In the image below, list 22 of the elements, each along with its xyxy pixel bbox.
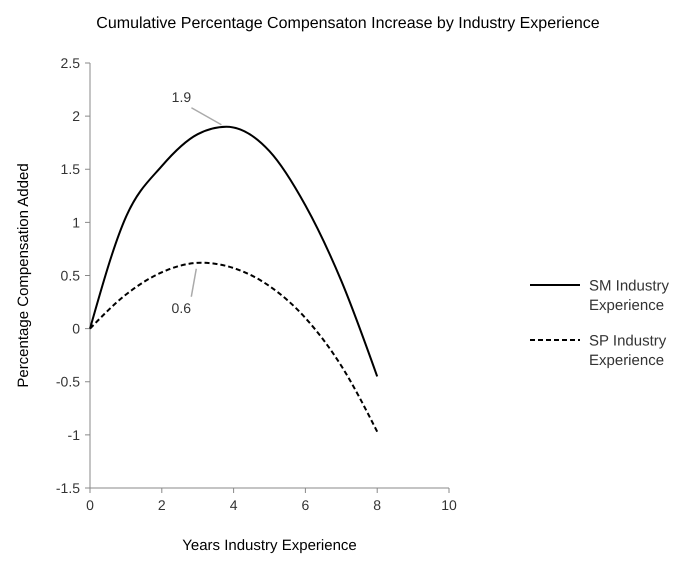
chart-title: Cumulative Percentage Compensaton Increase by Industry Experience (96, 15, 600, 32)
legend-label: SM Industry Experience (589, 277, 670, 314)
x-tick-label: 10 (441, 497, 457, 513)
y-tick-label: 2 (72, 108, 80, 124)
annotation: 1.9 (172, 88, 192, 105)
y-tick-label: -1 (68, 426, 80, 443)
x-tick-label: 6 (302, 497, 310, 513)
x-tick-label: 2 (158, 497, 166, 513)
y-tick-label: 0.5 (60, 267, 80, 284)
y-tick-label: -1.5 (56, 480, 80, 496)
legend-label: SP Industry Experience (589, 332, 667, 369)
y-tick-label: -0.5 (56, 374, 80, 390)
y-tick-label: 1 (72, 214, 80, 230)
y-tick-label: 2.5 (60, 54, 80, 71)
x-tick-label: 0 (86, 497, 94, 513)
y-tick-label: 0 (72, 320, 80, 337)
x-tick-label: 8 (373, 497, 382, 513)
y-tick-label: 1.5 (60, 161, 80, 178)
x-tick-label: 4 (230, 497, 238, 513)
y-axis-title: Percentage Compensation Added (15, 163, 32, 388)
x-axis-title: Years Industry Experience (182, 537, 357, 554)
annotation: 0.6 (172, 300, 192, 316)
